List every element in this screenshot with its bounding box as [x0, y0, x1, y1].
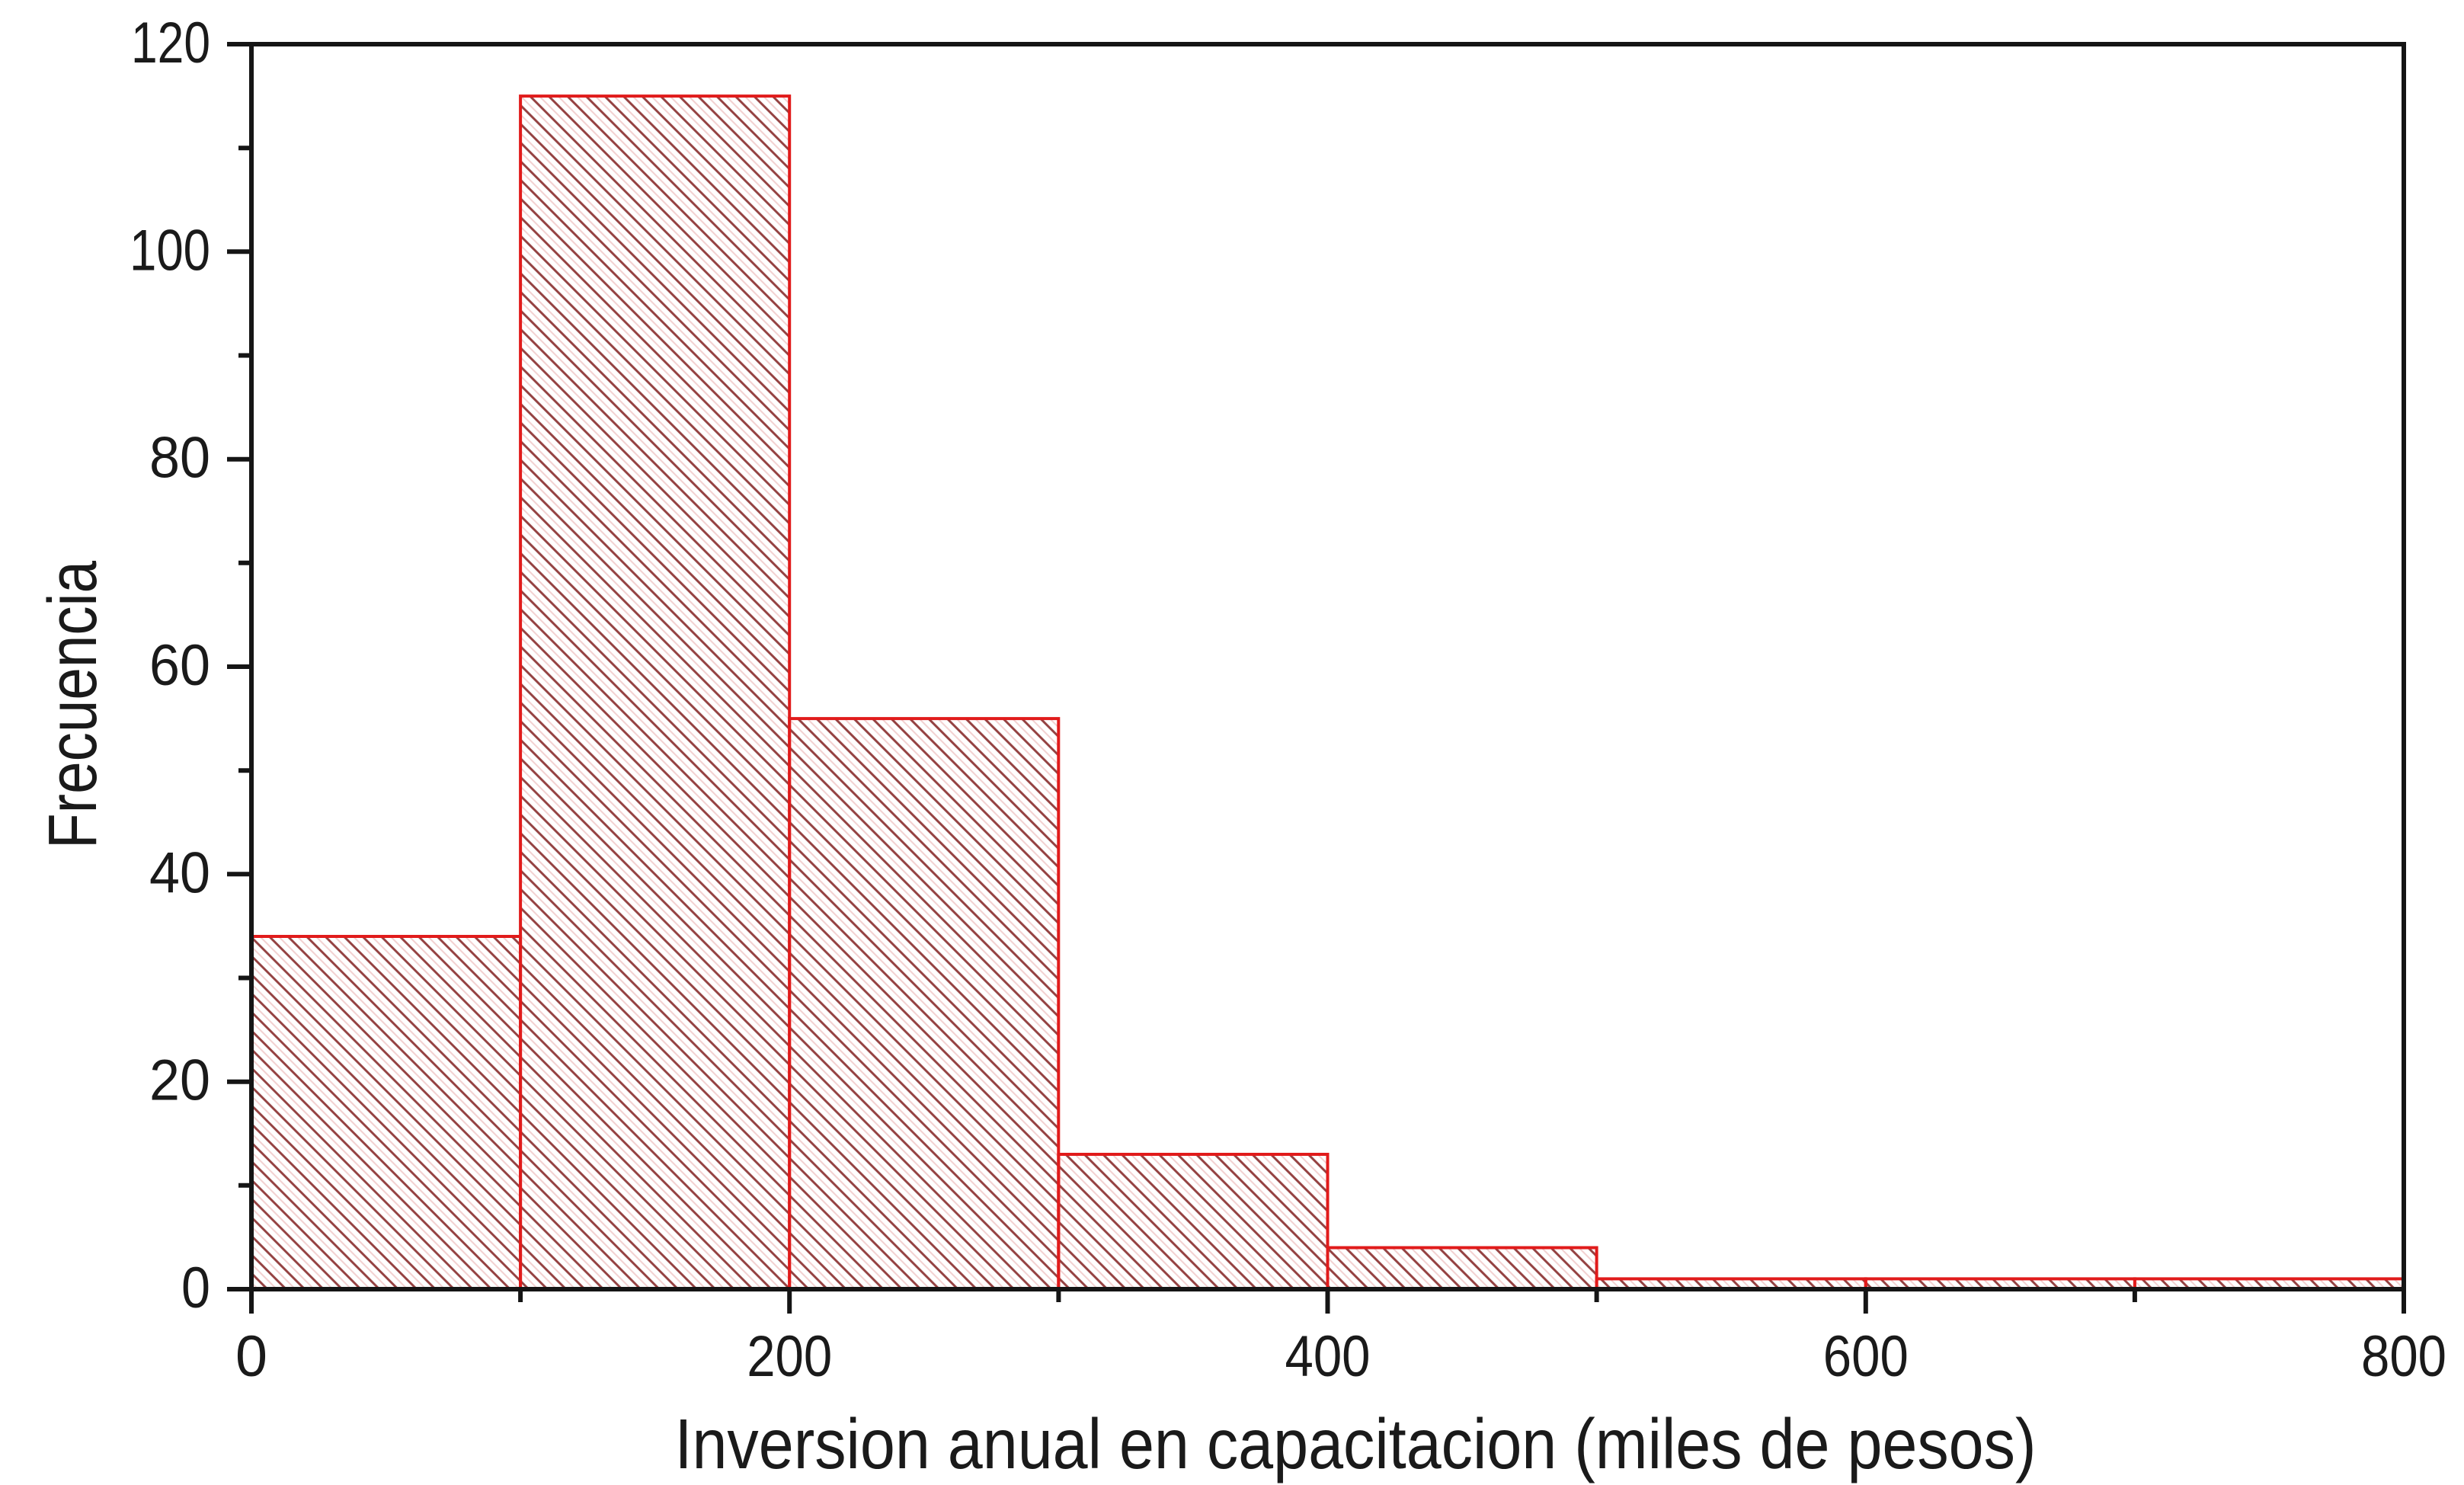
svg-text:100: 100 — [130, 218, 210, 283]
svg-text:0: 0 — [181, 1256, 210, 1320]
svg-text:800: 800 — [2361, 1324, 2446, 1389]
svg-text:60: 60 — [149, 633, 210, 698]
svg-text:400: 400 — [1285, 1324, 1371, 1389]
svg-text:40: 40 — [149, 840, 210, 905]
svg-text:Frecuencia: Frecuencia — [35, 560, 111, 849]
svg-text:80: 80 — [149, 426, 210, 491]
svg-text:Inversion anual en capacitacio: Inversion anual en capacitacion (miles d… — [675, 1404, 2037, 1483]
svg-text:120: 120 — [131, 11, 210, 75]
svg-text:20: 20 — [149, 1048, 210, 1113]
svg-text:600: 600 — [1823, 1324, 1909, 1389]
svg-text:200: 200 — [747, 1324, 832, 1389]
svg-text:0: 0 — [235, 1324, 267, 1389]
